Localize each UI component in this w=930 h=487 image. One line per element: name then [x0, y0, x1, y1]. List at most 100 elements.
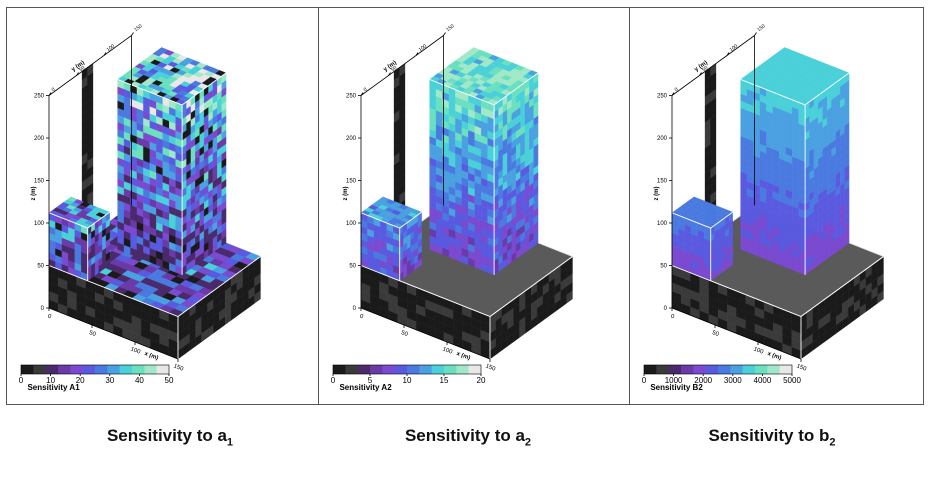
z-axis-label: z (m)	[343, 187, 349, 201]
colorbar-swatch	[82, 365, 96, 374]
y-tick-label: 100	[418, 43, 428, 53]
z-tick-label: 200	[346, 136, 357, 142]
caption-text: Sensitivity to b	[708, 426, 830, 445]
y-tick-label: 100	[106, 43, 116, 53]
y-tick-label: 50	[78, 65, 86, 73]
colorbar-tick-label: 20	[477, 376, 486, 385]
colorbar-swatch	[668, 365, 682, 374]
z-tick-label: 250	[657, 94, 668, 100]
z-tick-label: 100	[657, 221, 668, 227]
panel-divider	[318, 8, 319, 404]
colorbar-tick-label: 10	[46, 376, 55, 385]
colorbar-swatch	[419, 365, 432, 374]
x-tick-label: 0	[47, 314, 53, 321]
x-axis-label: x (m)	[767, 351, 783, 362]
colorbar-title: Sensitivity A1	[27, 383, 80, 392]
x-tick-label: 50	[711, 330, 720, 338]
caption-text: Sensitivity to a	[404, 426, 525, 445]
colorbar-swatch	[456, 365, 469, 374]
z-tick-label: 50	[660, 264, 667, 270]
colorbar-swatch	[144, 365, 157, 374]
colorbar-tick-label: 50	[165, 376, 174, 385]
z-tick-label: 50	[349, 264, 356, 270]
z-tick-label: 200	[34, 136, 45, 142]
z-tick-label: 0	[664, 306, 668, 312]
panel-sensitivity-a2: 0 50 100 150 200 250 z (m) 0 50 100 150 x (m) 0 50 100…	[319, 8, 629, 404]
colorbar-swatch	[119, 365, 133, 374]
colorbar-tick-label: 5	[368, 376, 373, 385]
z-tick-label: 150	[657, 179, 668, 185]
z-axis-label: z (m)	[654, 187, 660, 201]
y-tick-label: 150	[756, 23, 766, 33]
colorbar-swatch	[767, 365, 780, 374]
z-tick-label: 250	[34, 94, 45, 100]
colorbar-tick-label: 30	[105, 376, 114, 385]
colorbar-tick-label: 10	[403, 376, 412, 385]
colorbar-swatch	[95, 365, 108, 374]
y-tick-label: 0	[674, 87, 680, 94]
colorbar-tick-label: 0	[331, 376, 336, 385]
z-tick-label: 150	[346, 179, 357, 185]
colorbar-swatch	[345, 365, 358, 374]
colorbar-swatch	[382, 365, 395, 374]
colorbar-tick-label: 15	[440, 376, 449, 385]
figure-frame: 0 50 100 150 200 250 z (m) 0 50 100 150 x (m) 0 50 100…	[6, 7, 924, 405]
colorbar-swatch	[156, 365, 170, 374]
colorbar-swatch	[394, 365, 408, 374]
colorbar-swatch	[431, 365, 445, 374]
x-tick-label: 0	[670, 314, 676, 321]
colorbar-swatch	[33, 365, 46, 374]
z-axis-label: z (m)	[31, 187, 37, 201]
colorbar-title: Sensitivity B2	[650, 383, 703, 392]
colorbar-tick-label: 40	[135, 376, 144, 385]
y-tick-label: 150	[133, 23, 143, 33]
y-tick-label: 50	[701, 65, 709, 73]
colorbar-tick-label: 3000	[724, 376, 742, 385]
colorbar-swatch	[407, 365, 420, 374]
panel-sensitivity-b2: 0 50 100 150 200 250 z (m) 0 50 100 150 x (m) 0 50 100…	[630, 8, 924, 404]
panel-sensitivity-a1: 0 50 100 150 200 250 z (m) 0 50 100 150 x (m) 0 50 100…	[7, 8, 318, 404]
colorbar-swatch	[656, 365, 669, 374]
colorbar-swatch	[70, 365, 83, 374]
caption-subscript: 1	[226, 436, 234, 449]
y-tick-label: 0	[51, 87, 57, 94]
colorbar-swatch	[779, 365, 793, 374]
colorbar-swatch	[444, 365, 457, 374]
y-tick-label: 50	[390, 65, 398, 73]
x-tick-label: 100	[130, 347, 142, 356]
caption-a2: Sensitivity to a2	[313, 426, 623, 448]
colorbar-swatch	[730, 365, 743, 374]
z-tick-label: 100	[346, 221, 357, 227]
x-tick-label: 150	[173, 364, 185, 373]
z-tick-label: 50	[37, 264, 44, 270]
volume-plot-b2: 0 50 100 150 200 250 z (m) 0 50 100 150 x (m) 0 50 100…	[642, 23, 885, 392]
colorbar-swatch	[58, 365, 71, 374]
x-axis-label: x (m)	[456, 351, 472, 362]
x-tick-label: 50	[88, 330, 97, 338]
colorbar-swatch	[370, 365, 383, 374]
colorbar-tick-label: 5000	[783, 376, 801, 385]
z-tick-label: 150	[34, 179, 45, 185]
colorbar-swatch	[468, 365, 482, 374]
colorbar-swatch	[755, 365, 768, 374]
z-tick-label: 200	[657, 136, 668, 142]
x-tick-label: 100	[442, 347, 454, 356]
x-tick-label: 100	[753, 347, 765, 356]
y-tick-label: 0	[363, 87, 369, 94]
colorbar-title: Sensitivity A2	[339, 383, 392, 392]
caption-subscript: 2	[524, 436, 532, 449]
colorbar-tick-label: 2000	[694, 376, 712, 385]
x-tick-label: 150	[796, 364, 808, 373]
caption-a1: Sensitivity to a1	[15, 426, 325, 448]
colorbar-swatch	[45, 365, 59, 374]
caption-text: Sensitivity to a	[106, 426, 227, 445]
x-tick-label: 50	[400, 330, 409, 338]
caption-subscript: 2	[829, 436, 836, 449]
caption-b2: Sensitivity to b2	[617, 426, 927, 448]
colorbar-tick-label: 4000	[754, 376, 772, 385]
x-tick-label: 150	[485, 364, 497, 373]
colorbar-swatch	[107, 365, 120, 374]
x-tick-label: 0	[359, 314, 365, 321]
colorbar-swatch	[644, 365, 657, 374]
